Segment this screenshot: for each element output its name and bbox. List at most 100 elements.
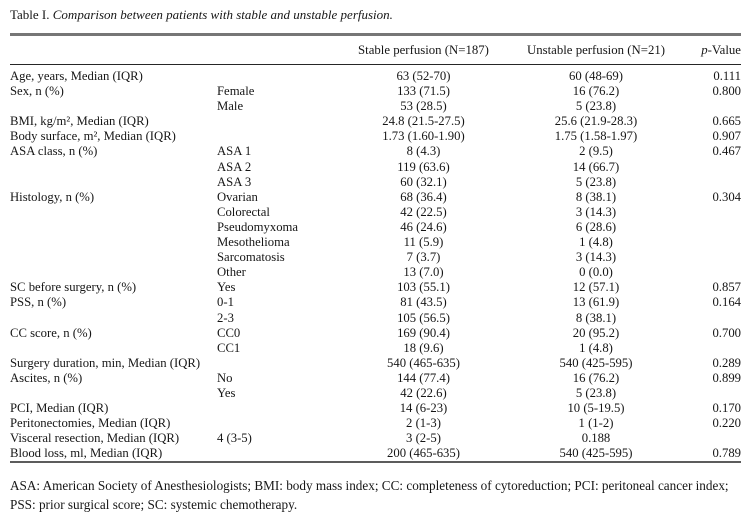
row-label <box>10 311 217 326</box>
row-label: Visceral resection, Median (IQR) <box>10 431 180 446</box>
table-row: ASA class, n (%) ASA 1 8 (4.3) 2 (9.5) 0… <box>10 144 741 159</box>
cell-pvalue <box>686 175 741 190</box>
row-label: Ascites, n (%) <box>10 370 83 385</box>
table-row: Histology, n (%) Ovarian 68 (36.4) 8 (38… <box>10 190 741 205</box>
row-sublabel: Pseudomyxoma <box>217 219 299 234</box>
table-row: SC before surgery, n (%) Yes 103 (55.1) … <box>10 280 741 295</box>
cell-stable: 18 (9.6) <box>403 340 444 355</box>
cell-unstable: 2 (9.5) <box>579 144 613 159</box>
table-row: 2-3 105 (56.5) 8 (38.1) <box>10 311 741 326</box>
table-title-caption: Comparison between patients with stable … <box>52 7 393 22</box>
table-body: Age, years, Median (IQR) 63 (52-70) 60 (… <box>10 65 741 463</box>
cell-unstable: 3 (14.3) <box>575 250 617 265</box>
cell-unstable: 0.188 <box>581 431 611 446</box>
header-pvalue-p: p <box>701 42 708 57</box>
cell-unstable: 6 (28.6) <box>575 219 617 234</box>
cell-stable: 105 (56.5) <box>397 310 450 325</box>
cell-pvalue <box>686 341 741 356</box>
row-label: Surgery duration, min, Median (IQR) <box>10 355 201 370</box>
cell-stable: 63 (52-70) <box>396 69 451 83</box>
row-label: Age, years, Median (IQR) <box>10 69 143 83</box>
row-sublabel: 0-1 <box>217 295 234 310</box>
cell-pvalue: 0.220 <box>712 416 741 431</box>
cell-pvalue: 0.907 <box>712 129 741 144</box>
table-row: Mesothelioma 11 (5.9) 1 (4.8) <box>10 235 741 250</box>
cell-unstable: 1 (1-2) <box>578 416 614 431</box>
row-label <box>10 175 217 190</box>
cell-unstable: 1.75 (1.58-1.97) <box>554 129 638 144</box>
cell-stable: 3 (2-5) <box>406 431 441 446</box>
cell-stable: 1.73 (1.60-1.90) <box>382 129 465 144</box>
row-label: PCI, Median (IQR) <box>10 401 109 416</box>
row-label: Blood loss, ml, Median (IQR) <box>10 446 163 461</box>
cell-stable: 81 (43.5) <box>400 295 447 310</box>
cell-pvalue: 0.164 <box>712 295 741 310</box>
cell-stable: 7 (3.7) <box>406 250 441 265</box>
cell-pvalue: 0.700 <box>712 325 741 340</box>
cell-pvalue <box>686 311 741 326</box>
table-row: Pseudomyxoma 46 (24.6) 6 (28.6) <box>10 220 741 235</box>
cell-unstable: 5 (23.8) <box>575 174 617 189</box>
row-sublabel: Yes <box>217 280 236 295</box>
table-row: CC1 18 (9.6) 1 (4.8) <box>10 341 741 356</box>
row-sublabel <box>217 446 341 462</box>
cell-unstable: 8 (38.1) <box>575 189 617 204</box>
table-row: Male 53 (28.5) 5 (23.8) <box>10 99 741 114</box>
row-sublabel: Ovarian <box>217 189 258 204</box>
cell-unstable: 540 (425-595) <box>559 355 633 370</box>
cell-stable: 144 (77.4) <box>397 370 450 385</box>
cell-unstable: 1 (4.8) <box>579 235 613 250</box>
row-sublabel <box>217 416 341 431</box>
cell-pvalue: 0.111 <box>713 69 741 83</box>
table-row: ASA 2 119 (63.6) 14 (66.7) <box>10 160 741 175</box>
header-stable: Stable perfusion (N=187) <box>341 34 506 65</box>
table-row: Surgery duration, min, Median (IQR) 540 … <box>10 356 741 371</box>
cell-pvalue <box>686 160 741 175</box>
cell-unstable: 8 (38.1) <box>575 310 617 325</box>
row-sublabel: 2-3 <box>217 310 234 325</box>
comparison-table: Stable perfusion (N=187) Unstable perfus… <box>10 33 741 464</box>
header-spacer-sub <box>217 34 341 65</box>
row-label: Sex, n (%) <box>10 84 64 99</box>
row-label <box>10 160 217 175</box>
row-sublabel: Yes <box>217 385 236 400</box>
cell-stable: 8 (4.3) <box>406 144 441 159</box>
cell-stable: 11 (5.9) <box>403 235 444 250</box>
row-sublabel <box>217 129 341 144</box>
cell-pvalue: 0.304 <box>712 189 741 204</box>
cell-stable: 46 (24.6) <box>400 219 447 234</box>
table-row: Yes 42 (22.6) 5 (23.8) <box>10 386 741 401</box>
cell-unstable: 13 (61.9) <box>572 295 620 310</box>
row-label <box>10 386 217 401</box>
row-label <box>10 205 217 220</box>
row-sublabel: CC0 <box>217 325 241 340</box>
cell-unstable: 3 (14.3) <box>575 204 617 219</box>
table-row: Peritonectomies, Median (IQR) 2 (1-3) 1 … <box>10 416 741 431</box>
header-pvalue-rest: -Value <box>707 42 741 57</box>
cell-pvalue: 0.289 <box>712 355 741 370</box>
table-row: Visceral resection, Median (IQR) 4 (3-5)… <box>10 431 741 446</box>
table-row: PSS, n (%) 0-1 81 (43.5) 13 (61.9) 0.164 <box>10 295 741 310</box>
row-sublabel: CC1 <box>217 340 241 355</box>
cell-pvalue <box>686 205 741 220</box>
header-unstable: Unstable perfusion (N=21) <box>506 34 686 65</box>
cell-pvalue: 0.170 <box>712 401 741 416</box>
cell-stable: 13 (7.0) <box>403 265 444 280</box>
cell-unstable: 14 (66.7) <box>572 159 620 174</box>
cell-pvalue: 0.800 <box>712 84 741 99</box>
row-label <box>10 265 217 280</box>
cell-stable: 53 (28.5) <box>400 99 447 114</box>
row-sublabel <box>217 65 341 85</box>
row-label: SC before surgery, n (%) <box>10 280 137 295</box>
table-row: Sex, n (%) Female 133 (71.5) 16 (76.2) 0… <box>10 84 741 99</box>
row-label <box>10 220 217 235</box>
row-label: PSS, n (%) <box>10 295 67 310</box>
row-sublabel <box>217 401 341 416</box>
cell-pvalue <box>686 265 741 280</box>
row-label <box>10 250 217 265</box>
cell-pvalue <box>686 386 741 401</box>
cell-unstable: 10 (5-19.5) <box>567 401 625 416</box>
header-spacer-label <box>10 34 217 65</box>
cell-stable: 14 (6-23) <box>399 401 448 416</box>
